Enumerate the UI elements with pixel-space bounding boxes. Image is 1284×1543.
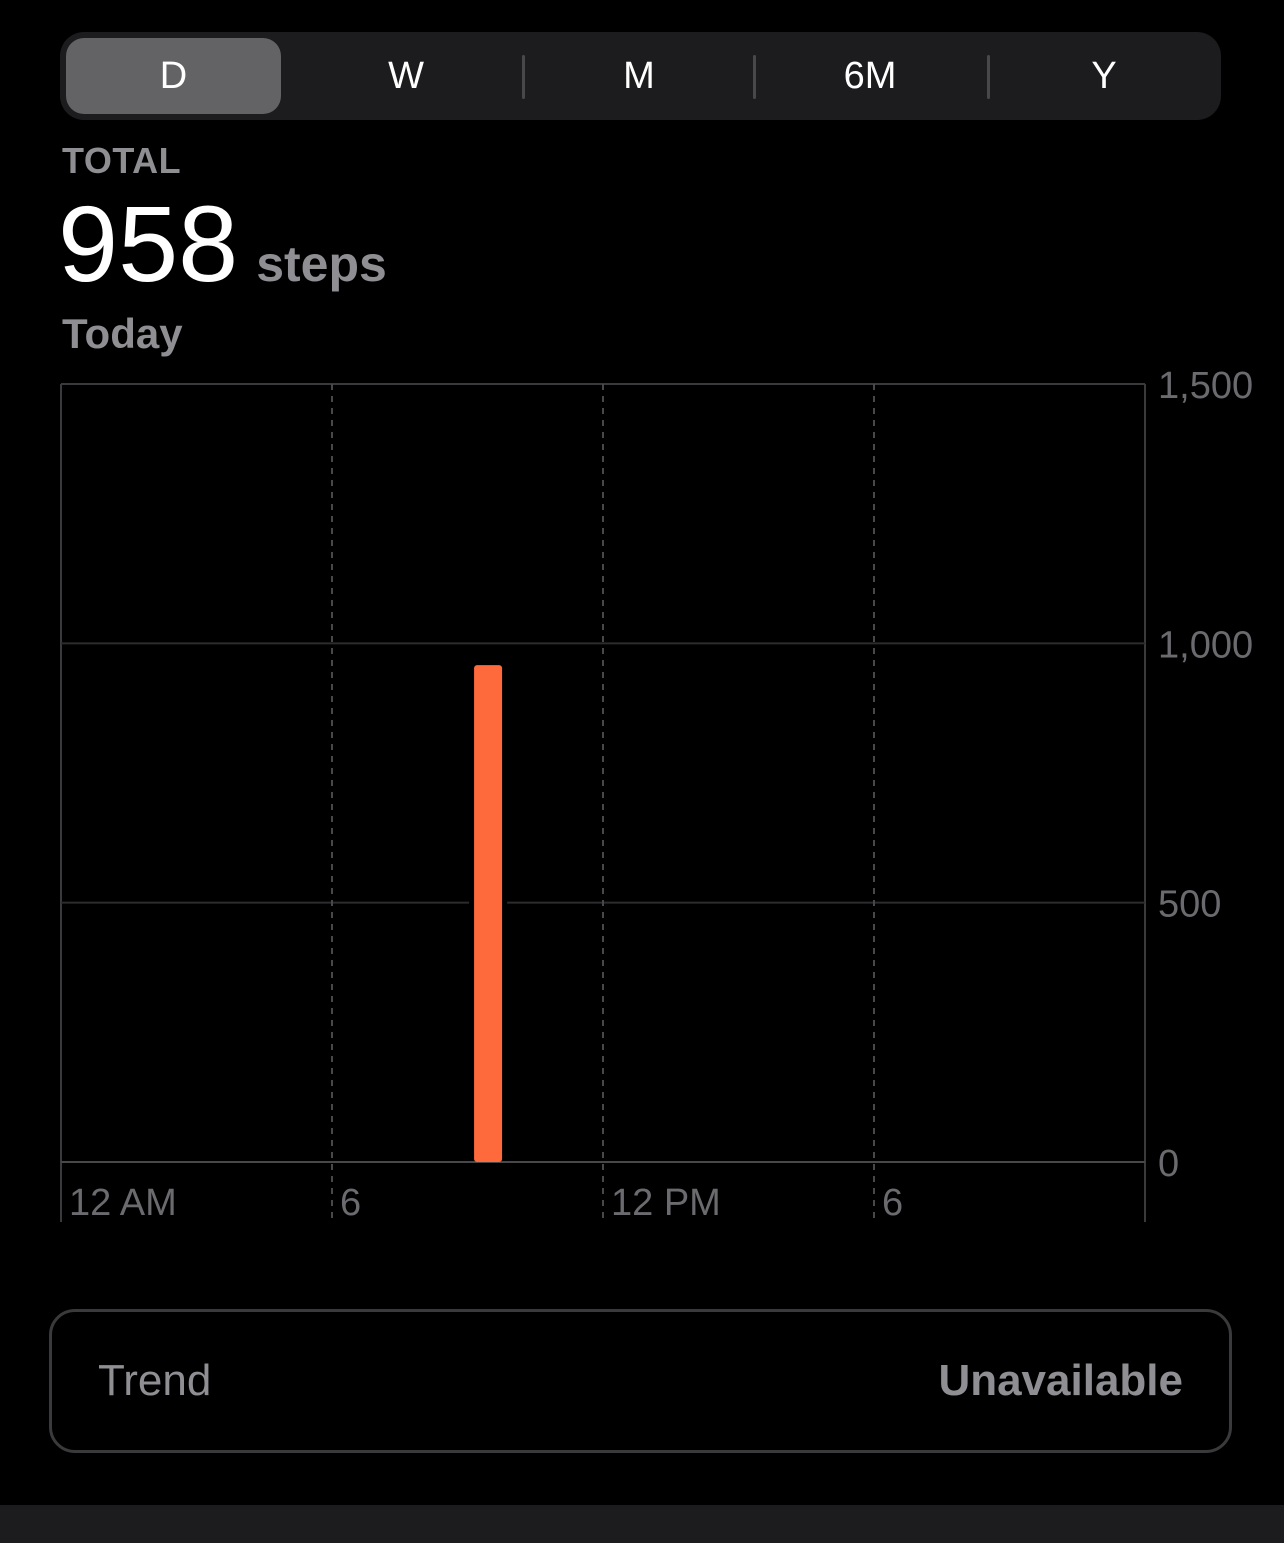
segment-month[interactable]: M xyxy=(623,54,655,97)
total-label: TOTAL xyxy=(62,140,182,181)
bottom-bar xyxy=(0,1505,1284,1543)
total-steps-value: 958 xyxy=(58,183,239,304)
trend-label: Trend xyxy=(98,1356,212,1405)
total-steps-unit: steps xyxy=(256,236,387,292)
time-range-segmented-control: D W M 6M Y xyxy=(60,32,1221,120)
chart-grid xyxy=(60,383,1146,1222)
steps-bar xyxy=(474,665,503,1162)
y-tick-label: 0 xyxy=(1158,1143,1179,1185)
y-tick-label: 1,500 xyxy=(1158,370,1253,407)
x-tick-label: 12 AM xyxy=(69,1182,177,1224)
chart-x-axis-labels: 12 AM 6 12 PM 6 xyxy=(69,1182,903,1224)
segment-six-months[interactable]: 6M xyxy=(843,54,897,97)
trend-value: Unavailable xyxy=(938,1356,1183,1405)
total-value-row: 958 steps xyxy=(58,190,387,298)
segment-day[interactable]: D xyxy=(66,38,281,114)
y-tick-label: 500 xyxy=(1158,884,1221,926)
x-tick-label: 12 PM xyxy=(611,1182,721,1224)
segment-week[interactable]: W xyxy=(388,54,424,97)
x-tick-label: 6 xyxy=(882,1182,903,1224)
segment-divider xyxy=(753,55,756,99)
y-tick-label: 1,000 xyxy=(1158,624,1253,666)
segment-year[interactable]: Y xyxy=(1091,54,1117,97)
segment-divider xyxy=(987,55,990,99)
segment-divider xyxy=(522,55,525,99)
steps-bar-chart[interactable]: 1,500 1,000 500 0 12 AM 6 12 PM 6 xyxy=(0,370,1284,1230)
date-label: Today xyxy=(62,310,183,357)
chart-y-axis-labels: 1,500 1,000 500 0 xyxy=(1158,370,1253,1185)
x-tick-label: 6 xyxy=(340,1182,361,1224)
chart-bars xyxy=(469,661,508,1162)
trend-card[interactable]: Trend Unavailable xyxy=(49,1309,1232,1453)
